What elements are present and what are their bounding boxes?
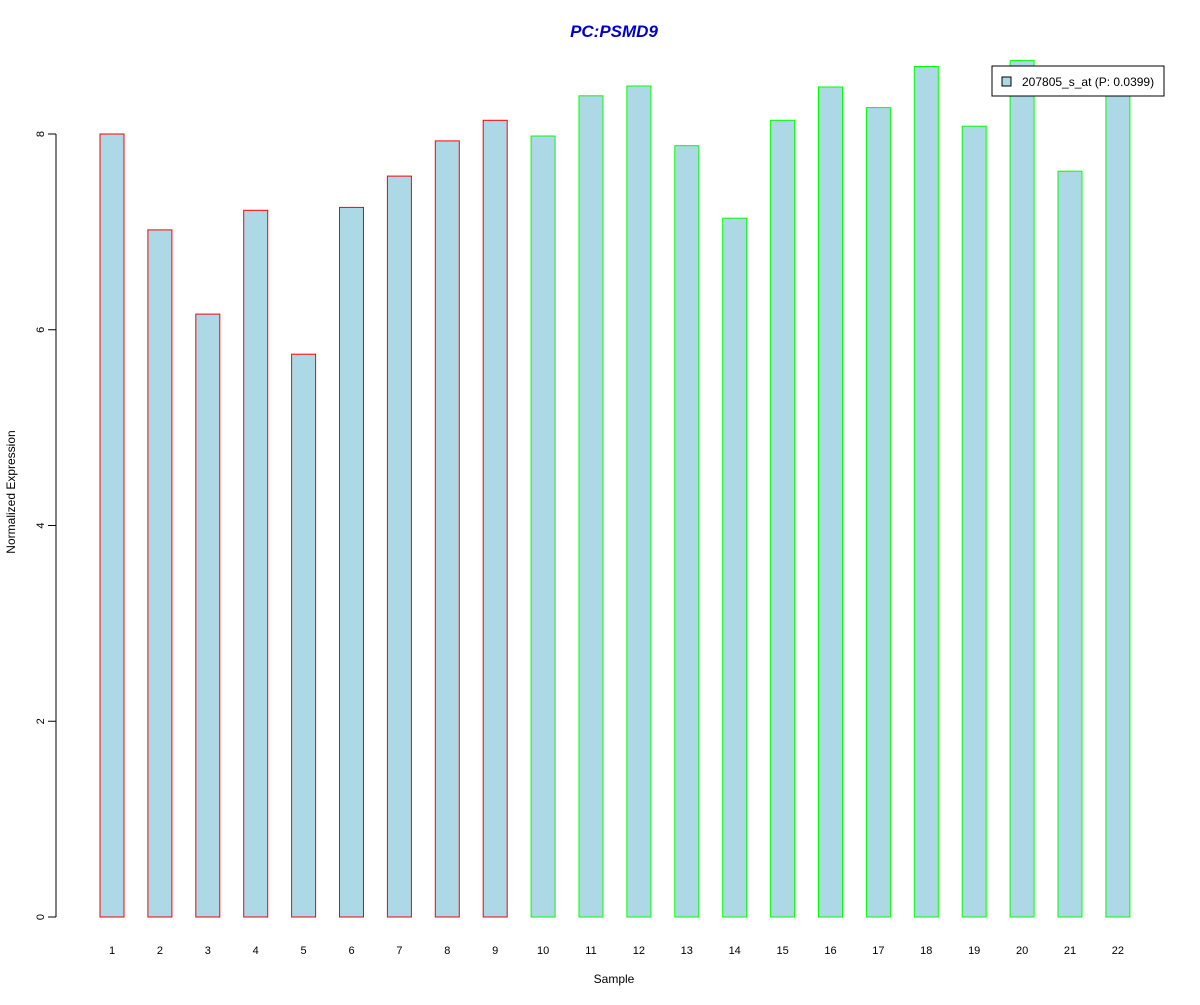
bar	[913, 66, 939, 918]
y-tick-label: 6	[35, 327, 47, 333]
bar	[865, 107, 891, 918]
bar	[291, 353, 317, 918]
x-tick-label: 21	[1064, 945, 1076, 957]
chart-title: PC:PSMD9	[570, 22, 658, 41]
x-tick-label: 12	[633, 945, 645, 957]
bar	[770, 119, 796, 918]
x-tick-label: 18	[920, 945, 932, 957]
x-tick-label: 13	[681, 945, 693, 957]
x-tick-label: 4	[253, 945, 259, 957]
x-tick-label: 14	[729, 945, 741, 957]
x-tick-label: 16	[824, 945, 836, 957]
x-tick-label: 7	[396, 945, 402, 957]
bar	[339, 206, 364, 918]
bar	[530, 135, 556, 918]
bar	[1057, 170, 1083, 918]
x-tick-label: 8	[444, 945, 450, 957]
bar	[626, 85, 652, 918]
bar	[961, 125, 987, 918]
bar	[434, 140, 460, 918]
y-tick-label: 4	[35, 522, 47, 528]
x-tick-label: 15	[776, 945, 788, 957]
bar	[386, 175, 412, 918]
x-axis-label: Sample	[594, 972, 635, 986]
bar	[818, 86, 843, 918]
y-tick-label: 8	[35, 131, 47, 137]
bar	[147, 229, 173, 918]
legend-box	[991, 65, 1165, 97]
x-tick-label: 17	[872, 945, 884, 957]
bar	[674, 145, 700, 918]
x-tick-label: 10	[537, 945, 549, 957]
legend-label: 207805_s_at (P: 0.0399)	[1022, 75, 1154, 89]
x-tick-label: 6	[348, 945, 354, 957]
bar	[195, 313, 221, 918]
x-tick-label: 19	[968, 945, 980, 957]
bar	[482, 119, 508, 918]
bar	[578, 95, 604, 918]
legend: 207805_s_at (P: 0.0399)	[991, 65, 1165, 97]
x-tick-label: 9	[492, 945, 498, 957]
y-tick-label: 2	[35, 718, 47, 724]
bars-layer	[99, 60, 1131, 918]
x-tick-label: 2	[157, 945, 163, 957]
bar	[243, 209, 269, 918]
bar	[1009, 60, 1035, 918]
x-tick-label: 20	[1016, 945, 1028, 957]
bar	[1105, 79, 1131, 918]
y-tick-label: 0	[35, 914, 47, 920]
x-tick-label: 1	[109, 945, 115, 957]
bar	[99, 133, 125, 918]
y-axis-label: Normalized Expression	[4, 430, 18, 553]
x-tick-label: 22	[1112, 945, 1124, 957]
x-tick-label: 11	[585, 945, 596, 957]
x-tick-label: 5	[301, 945, 307, 957]
legend-swatch	[1001, 76, 1012, 87]
bar	[722, 217, 748, 918]
x-tick-label: 3	[205, 945, 211, 957]
